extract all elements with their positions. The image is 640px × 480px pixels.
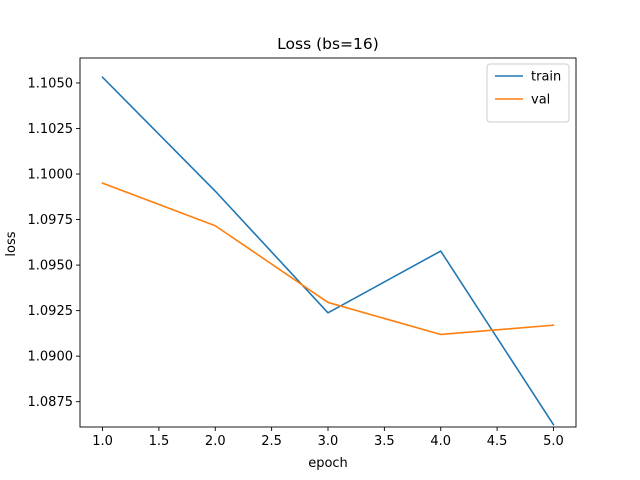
legend-box [486, 63, 570, 123]
series-line-val [101, 182, 555, 336]
legend-label-train: train [531, 70, 561, 85]
y-tick-label: 1.0975 [28, 213, 74, 228]
x-tick-label: 2.5 [261, 434, 282, 449]
y-tick-label: 1.1025 [28, 122, 74, 137]
series-line-train [101, 76, 555, 426]
x-tick-label: 3.0 [318, 434, 339, 449]
legend-label-val: val [531, 93, 550, 108]
y-tick-label: 1.1000 [28, 168, 74, 183]
x-tick-label: 3.5 [374, 434, 395, 449]
x-axis-label: epoch [308, 456, 348, 471]
plot-area: 1.0 1.5 2.0 2.5 3.0 3.5 4.0 4.5 5.0 1.0875 1.0900 1… [28, 57, 577, 449]
y-tick-label: 1.0875 [28, 395, 74, 410]
y-tick-label: 1.0900 [28, 350, 74, 365]
y-tick-label: 1.0925 [28, 304, 74, 319]
x-tick-label: 4.0 [430, 434, 451, 449]
x-tick-label: 1.0 [92, 434, 113, 449]
x-tick-label: 5.0 [543, 434, 564, 449]
y-tick-label: 1.1050 [28, 76, 74, 91]
chart-title: Loss (bs=16) [277, 35, 379, 53]
x-tick-label: 2.0 [205, 434, 226, 449]
legend: train val [486, 63, 570, 123]
y-tick-label: 1.0950 [28, 259, 74, 274]
y-axis-label: loss [4, 231, 19, 256]
x-tick-label: 1.5 [149, 434, 170, 449]
x-tick-label: 4.5 [487, 434, 508, 449]
